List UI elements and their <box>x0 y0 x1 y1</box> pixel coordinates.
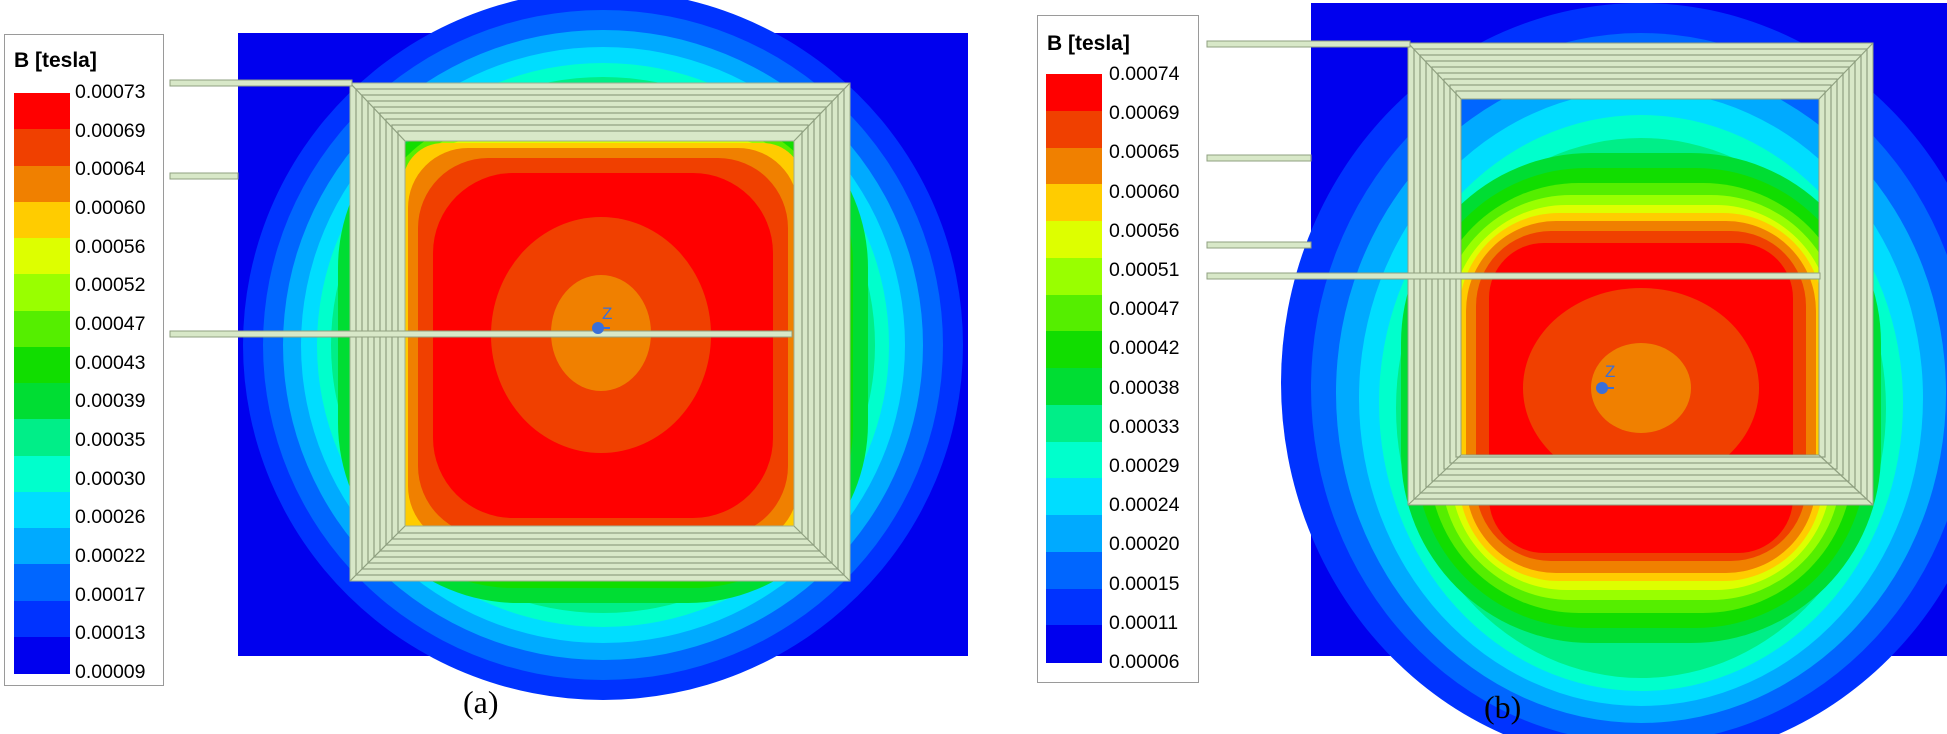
legend-swatch <box>14 636 70 674</box>
legend-swatch <box>14 310 70 348</box>
panel-a: Z B [tesla] 0.00073 0.00069 0.00064 0.00… <box>4 0 968 720</box>
legend-tick: 0.00042 <box>1109 337 1180 360</box>
coil-winding-b <box>1407 42 1874 506</box>
legend-swatch <box>1046 404 1102 442</box>
legend-tick: 0.00069 <box>75 119 146 142</box>
legend-swatch <box>1046 221 1102 259</box>
legend-tick: 0.00074 <box>1109 63 1180 85</box>
legend-tick: 0.00065 <box>1109 141 1180 164</box>
legend-swatch <box>14 528 70 565</box>
legend-tick: 0.00056 <box>75 235 146 258</box>
legend-tick: 0.00051 <box>1109 259 1180 281</box>
legend-swatch <box>1046 551 1102 589</box>
lead-wire-top-b <box>1206 40 1411 48</box>
legend-swatch <box>14 201 70 239</box>
legend-swatch <box>1046 184 1102 222</box>
legend-tick: 0.00069 <box>1109 102 1180 125</box>
legend-swatch <box>1046 625 1102 663</box>
lead-wire-top-a <box>169 79 353 87</box>
legend-swatch <box>1046 147 1102 185</box>
legend-swatch <box>1046 331 1102 369</box>
legend-swatch <box>14 129 70 166</box>
legend-tick: 0.00029 <box>1109 455 1180 477</box>
legend-tick: 0.00047 <box>75 313 146 335</box>
legend-swatch <box>1046 257 1102 295</box>
legend-tick: 0.00039 <box>75 390 146 413</box>
legend-title-a: B [tesla] <box>14 49 97 72</box>
legend-swatch <box>1046 368 1102 406</box>
legend-tick: 0.00022 <box>75 545 146 567</box>
lead-wire-mid-a <box>169 172 239 180</box>
legend-tick: 0.00009 <box>75 661 146 683</box>
legend-tick: 0.00011 <box>1109 611 1179 634</box>
legend-swatch <box>14 346 70 384</box>
caption-a: (a) <box>463 684 499 720</box>
legend-swatch <box>1046 110 1102 148</box>
legend-tick: 0.00056 <box>1109 219 1180 242</box>
lead-wire-center-b <box>1206 272 1821 280</box>
legend-title-b: B [tesla] <box>1047 32 1130 55</box>
legend-swatch <box>1046 294 1102 332</box>
legend-swatch <box>14 165 70 203</box>
lead-wire-center-a <box>169 330 793 338</box>
legend-tick: 0.00038 <box>1109 376 1180 399</box>
legend-tick: 0.00060 <box>1109 180 1180 203</box>
legend-swatch <box>14 455 70 493</box>
caption-b: (b) <box>1484 689 1522 725</box>
legend-swatch <box>14 419 70 456</box>
legend-swatch <box>14 383 70 420</box>
field-map-b <box>1281 3 1947 734</box>
legend-tick: 0.00073 <box>75 81 146 103</box>
legend-a: B [tesla] 0.00073 0.00069 0.00064 0.0006… <box>4 34 164 686</box>
lead-wire-mid-b <box>1206 154 1312 162</box>
field-map-a <box>238 0 968 700</box>
legend-swatch <box>14 238 70 275</box>
legend-swatch <box>1046 478 1102 516</box>
legend-tick: 0.00064 <box>75 158 146 181</box>
legend-tick: 0.00035 <box>75 429 146 451</box>
legend-tick: 0.00013 <box>75 622 146 645</box>
legend-b: B [tesla] 0.00074 0.00069 0.00065 0.0006… <box>1037 15 1199 683</box>
legend-tick: 0.00015 <box>1109 572 1180 595</box>
legend-swatch <box>14 491 70 529</box>
legend-tick: 0.00030 <box>75 467 146 490</box>
legend-swatch <box>14 600 70 638</box>
legend-tick: 0.00052 <box>75 274 146 297</box>
legend-tick: 0.00006 <box>1109 651 1180 673</box>
legend-ticks-a: 0.00073 0.00069 0.00064 0.00060 0.00056 … <box>75 81 163 683</box>
legend-swatch <box>1046 588 1102 626</box>
lead-wires-a <box>169 79 793 338</box>
lead-wire-low-b <box>1206 241 1312 249</box>
legend-tick: 0.00026 <box>75 506 146 529</box>
legend-swatch <box>1046 515 1102 553</box>
legend-ticks-b: 0.00074 0.00069 0.00065 0.00060 0.00056 … <box>1109 63 1198 675</box>
axis-label-z: Z <box>1605 362 1616 381</box>
legend-swatches-b <box>1046 74 1102 663</box>
legend-swatch <box>1046 441 1102 479</box>
legend-tick: 0.00017 <box>75 583 146 606</box>
legend-swatch <box>1046 74 1102 112</box>
legend-tick: 0.00024 <box>1109 494 1180 517</box>
axis-triad-a: Z <box>590 304 620 336</box>
axis-label-z: Z <box>602 304 613 323</box>
legend-tick: 0.00060 <box>75 197 146 219</box>
legend-swatches-a <box>14 93 70 674</box>
legend-tick: 0.00047 <box>1109 298 1180 321</box>
legend-swatch <box>14 564 70 601</box>
legend-tick: 0.00020 <box>1109 533 1180 556</box>
legend-swatch <box>14 274 70 311</box>
axis-triad-b: Z <box>1593 362 1623 394</box>
legend-swatch <box>14 93 70 130</box>
legend-tick: 0.00043 <box>75 351 146 374</box>
legend-tick: 0.00033 <box>1109 415 1180 438</box>
